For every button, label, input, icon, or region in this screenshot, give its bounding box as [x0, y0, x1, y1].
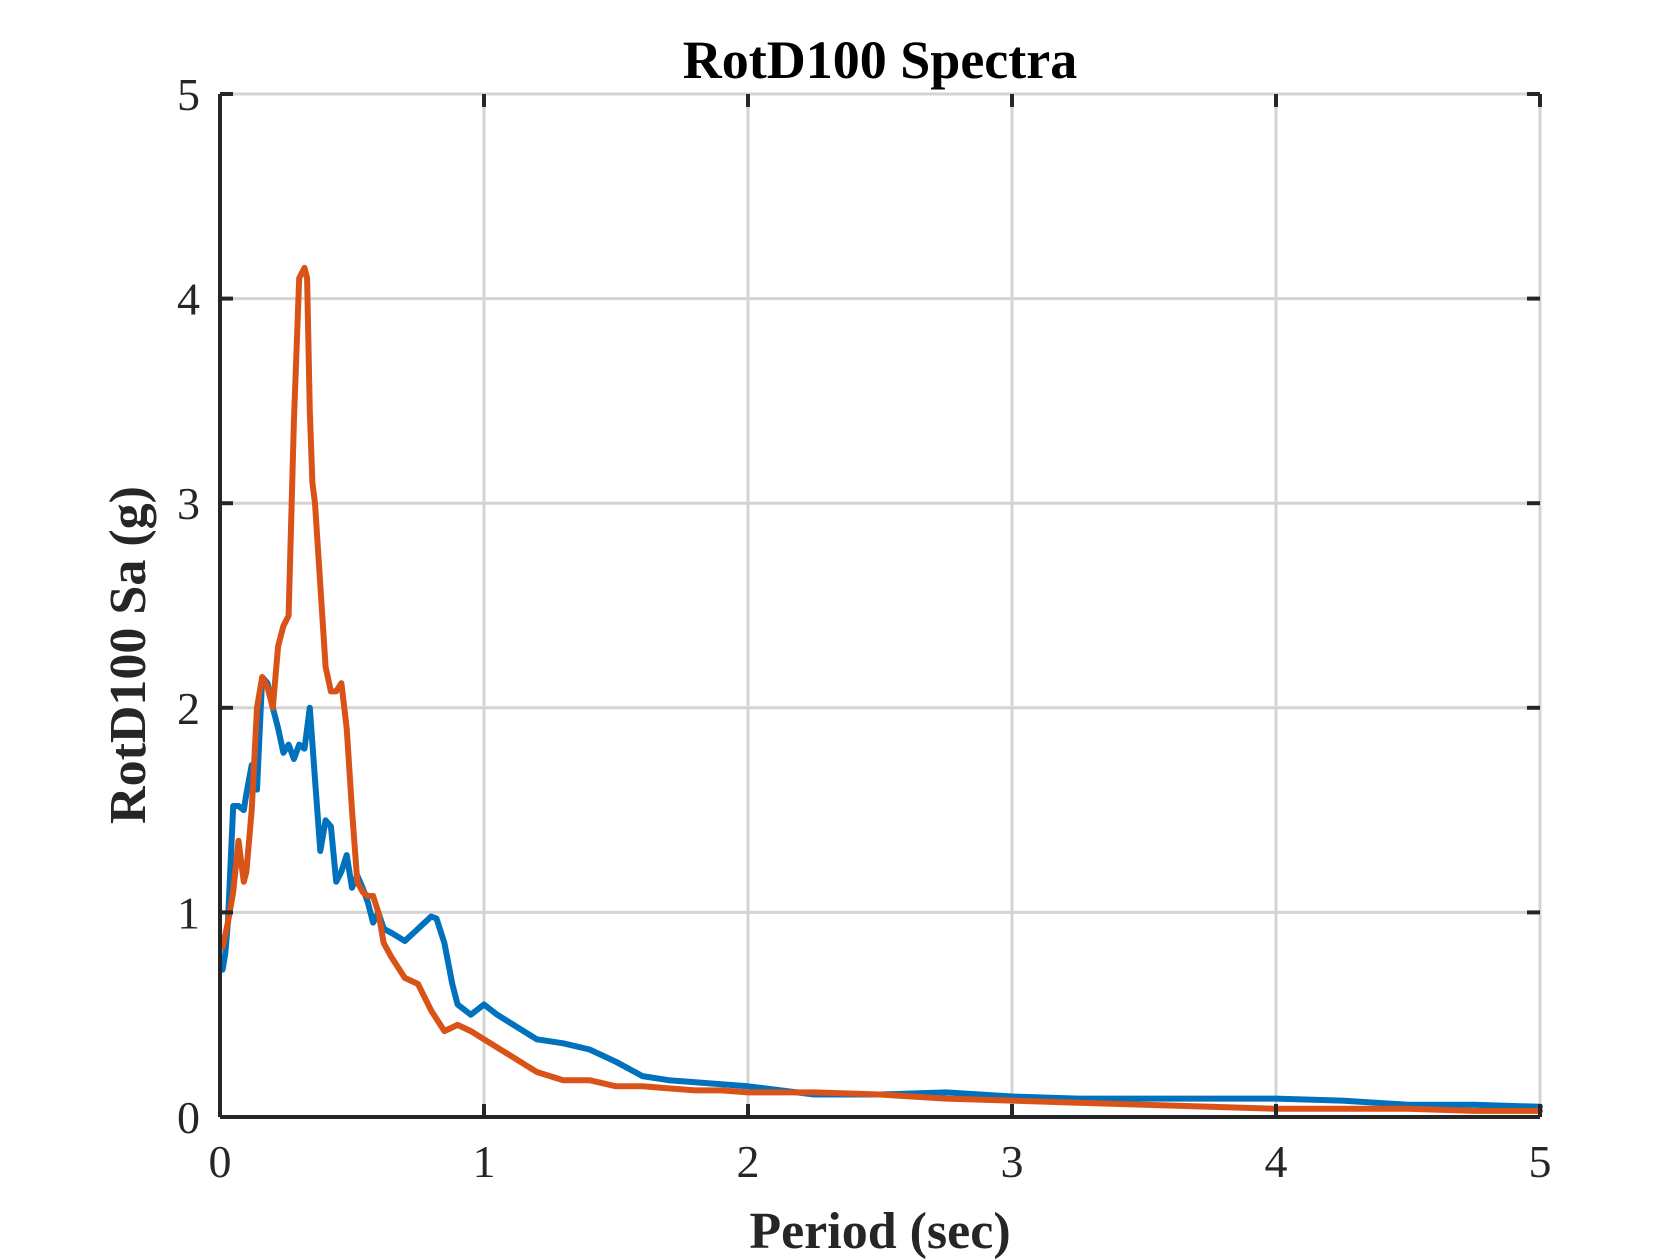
series-layer	[219, 264, 1543, 1114]
x-axis-label: Period (sec)	[749, 1203, 1010, 1260]
y-tick-label: 2	[177, 683, 200, 734]
y-tick-label: 0	[177, 1092, 200, 1143]
x-tick-label: 3	[1001, 1136, 1024, 1187]
x-tick-label: 0	[209, 1136, 232, 1187]
y-tick-label: 4	[177, 274, 200, 325]
x-tick-label: 5	[1529, 1136, 1552, 1187]
grid-layer	[218, 92, 1542, 1119]
tick-layer: 0 1 2 3 4 5 0 1 2 3 4 5	[177, 69, 1552, 1187]
y-tick-label: 1	[177, 887, 200, 938]
x-tick-label: 1	[473, 1136, 496, 1187]
y-axis-label: RotD100 Sa (g)	[100, 486, 157, 824]
series-line-2	[219, 264, 1543, 1114]
y-tick-label: 3	[177, 478, 200, 529]
x-tick-label: 2	[737, 1136, 760, 1187]
x-tick-label: 4	[1265, 1136, 1288, 1187]
chart-title: RotD100 Spectra	[683, 30, 1077, 90]
y-tick-label: 5	[177, 69, 200, 120]
series-line-1	[219, 674, 1543, 1110]
axis-layer	[218, 94, 1540, 1119]
